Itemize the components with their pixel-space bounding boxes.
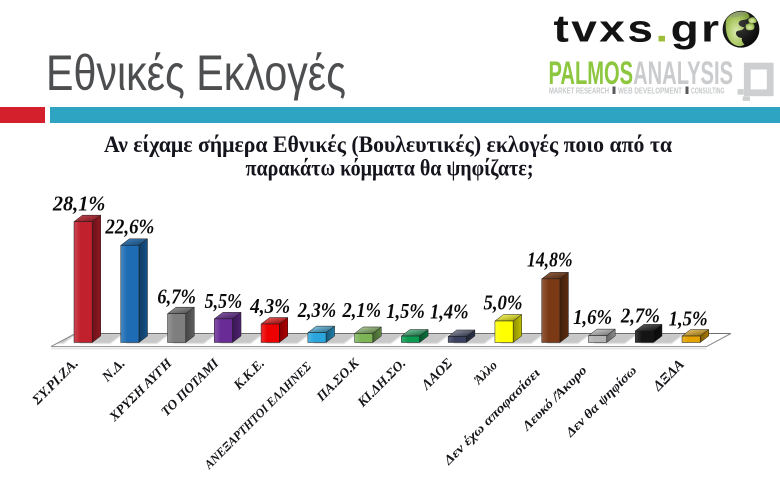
- svg-text:tvxs.gr: tvxs .gr: [554, 9, 722, 51]
- svg-text:2,3%: 2,3%: [297, 298, 336, 322]
- svg-text:1,5%: 1,5%: [669, 307, 708, 331]
- svg-text:Κ.Κ.Ε.: Κ.Κ.Ε.: [230, 356, 268, 394]
- svg-text:14,8%: 14,8%: [527, 248, 573, 272]
- svg-text:4,3%: 4,3%: [249, 294, 290, 318]
- svg-text:ΑΝΕΞΑΡΤΗΤΟΙ ΕΛΛΗΝΕΣ: ΑΝΕΞΑΡΤΗΤΟΙ ΕΛΛΗΝΕΣ: [201, 359, 314, 472]
- svg-text:CONSULTING: CONSULTING: [691, 86, 725, 96]
- svg-text:6,7%: 6,7%: [157, 285, 196, 309]
- svg-text:MARKET RESEARCH: MARKET RESEARCH: [549, 86, 609, 96]
- svg-text:5,0%: 5,0%: [484, 291, 523, 315]
- svg-text:WEB DEVELOPMENT: WEB DEVELOPMENT: [618, 86, 683, 96]
- svg-text:1,4%: 1,4%: [430, 300, 469, 324]
- svg-text:ΛΑΟΣ: ΛΑΟΣ: [418, 356, 456, 394]
- svg-text:22,6%: 22,6%: [104, 215, 154, 239]
- svg-text:28,1%: 28,1%: [52, 192, 105, 216]
- svg-text:Αν είχαμε σήμερα Εθνικές (Βουλ: Αν είχαμε σήμερα Εθνικές (Βουλευτικές) ε…: [104, 132, 672, 157]
- svg-text:PALMOSANALYSIS: PALMOSANALYSIS: [549, 55, 734, 91]
- svg-text:1,6%: 1,6%: [573, 305, 612, 329]
- svg-text:2,1%: 2,1%: [342, 298, 381, 322]
- svg-text:Άλλο: Άλλο: [470, 357, 501, 388]
- svg-text:1,5%: 1,5%: [386, 299, 425, 323]
- svg-text:παρακάτω κόμματα θα ψηφίζατε;: παρακάτω κόμματα θα ψηφίζατε;: [246, 156, 534, 181]
- svg-text:ΚΙ.ΔΗ.ΣΟ.: ΚΙ.ΔΗ.ΣΟ.: [354, 356, 409, 411]
- svg-text:5,5%: 5,5%: [205, 289, 243, 313]
- svg-text:ΔΞΔΑ: ΔΞΔΑ: [649, 356, 688, 395]
- svg-text:Ν.Δ.: Ν.Δ.: [99, 356, 129, 386]
- svg-text:2,7%: 2,7%: [620, 304, 660, 328]
- svg-text:ΣΥ.ΡΙ.ΖΑ.: ΣΥ.ΡΙ.ΖΑ.: [29, 356, 82, 409]
